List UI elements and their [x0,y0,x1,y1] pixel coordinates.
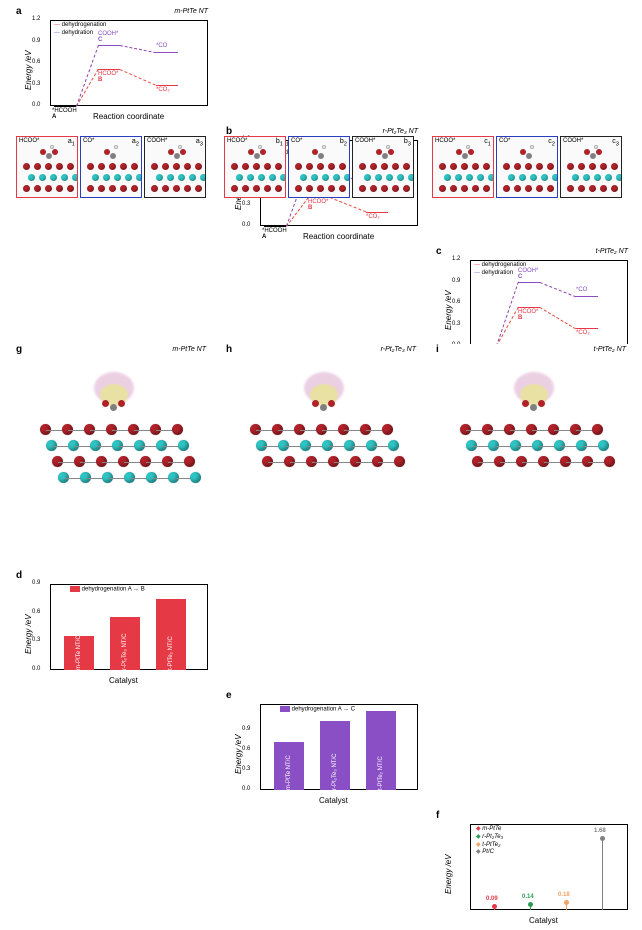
struct-c2: CO*c2 [496,136,558,198]
struct-a3: COOH*a3 [144,136,206,198]
struct-b2: CO*b2 [288,136,350,198]
struct-c3: COOH*c3 [560,136,622,198]
struct-a1: HCOO*a1 [16,136,78,198]
render-i: it-PtTe₂ NT [434,344,634,494]
struct-b1: HCOO*b1 [224,136,286,198]
bar-panel-d: dEnergy /eV0.00.30.60.9Catalyst dehydrog… [14,570,214,690]
energy-panel-a: am-PtTe NTEnergy /eV0.00.30.60.91.2React… [14,6,214,126]
render-h: hr-Pt₂Te₃ NT [224,344,424,494]
lollipop-panel-f: fEnergy /eVCatalyst◆ m-PtTe◆ r-Pt₂Te₃◆ t… [434,810,634,930]
struct-b3: COOH*b3 [352,136,414,198]
render-g: gm-PtTe NT [14,344,214,494]
bar-panel-e: eEnergy /eV0.00.30.60.9Catalyst dehydrog… [224,690,424,810]
struct-c1: HCOO*c1 [432,136,494,198]
struct-a2: CO*a2 [80,136,142,198]
